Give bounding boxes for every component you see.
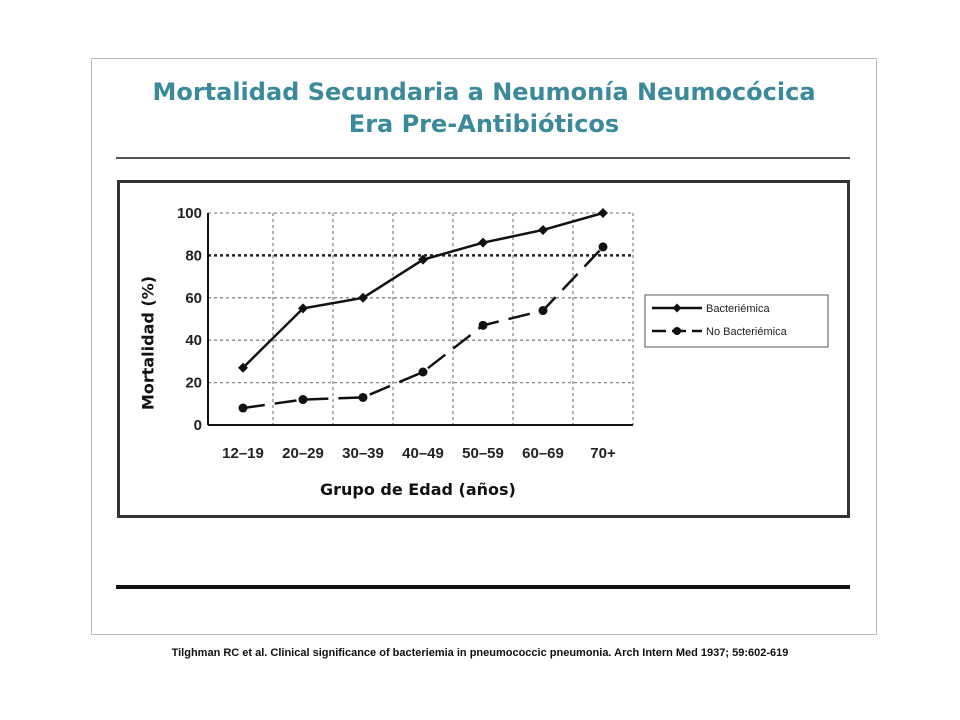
x-tick-label-6: 70+ bbox=[590, 445, 616, 462]
legend-label-0: Bacteriémica bbox=[706, 303, 770, 315]
series-0-point-3 bbox=[418, 254, 428, 265]
x-axis-label: Grupo de Edad (años) bbox=[320, 480, 516, 499]
x-tick-label-0: 12–19 bbox=[222, 445, 264, 462]
legend-marker-1 bbox=[673, 327, 681, 335]
series-line-0 bbox=[242, 211, 604, 369]
series-0-point-6 bbox=[598, 208, 608, 218]
legend-label-1: No Bacteriémica bbox=[706, 326, 788, 338]
y-tick-label-0: 0 bbox=[194, 417, 202, 434]
series-1-point-5 bbox=[538, 306, 548, 316]
legend-marker-0 bbox=[672, 303, 682, 313]
bottom-divider bbox=[116, 585, 850, 589]
x-tick-label-3: 40–49 bbox=[402, 445, 444, 462]
series-line-1 bbox=[242, 246, 604, 410]
series-1-point-2 bbox=[358, 392, 368, 402]
series-1-point-6 bbox=[598, 242, 608, 252]
series-0-point-5 bbox=[538, 224, 548, 235]
y-tick-label-60: 60 bbox=[185, 290, 202, 307]
y-tick-label-20: 20 bbox=[185, 375, 202, 392]
top-divider bbox=[116, 157, 850, 159]
y-axis-label: Mortalidad (%) bbox=[138, 275, 158, 411]
citation: Tilghman RC et al. Clinical significance… bbox=[171, 647, 789, 659]
x-tick-label-2: 30–39 bbox=[342, 445, 384, 462]
series-0-point-4 bbox=[478, 237, 488, 248]
y-tick-label-80: 80 bbox=[185, 247, 202, 264]
title-line-1: Mortalidad Secundaria a Neumonía Neumocó… bbox=[152, 78, 816, 106]
series-1-point-4 bbox=[478, 320, 488, 330]
slide-frame bbox=[91, 58, 877, 635]
x-tick-label-5: 60–69 bbox=[522, 445, 564, 462]
x-tick-label-4: 50–59 bbox=[462, 445, 504, 462]
y-tick-label-100: 100 bbox=[177, 205, 202, 222]
series-1-point-0 bbox=[238, 403, 248, 413]
chart-frame bbox=[117, 180, 850, 518]
title-line-2: Era Pre-Antibióticos bbox=[348, 110, 620, 138]
series-0-point-1 bbox=[298, 303, 308, 314]
series-0-point-2 bbox=[358, 292, 368, 303]
series-1-point-1 bbox=[298, 395, 308, 405]
series-0-point-0 bbox=[238, 362, 248, 373]
y-tick-label-40: 40 bbox=[185, 332, 202, 349]
series-1-point-3 bbox=[418, 367, 428, 377]
x-tick-label-1: 20–29 bbox=[282, 445, 324, 462]
slide-title: Mortalidad Secundaria a Neumonía Neumocó… bbox=[91, 76, 877, 140]
legend-box bbox=[644, 294, 829, 348]
